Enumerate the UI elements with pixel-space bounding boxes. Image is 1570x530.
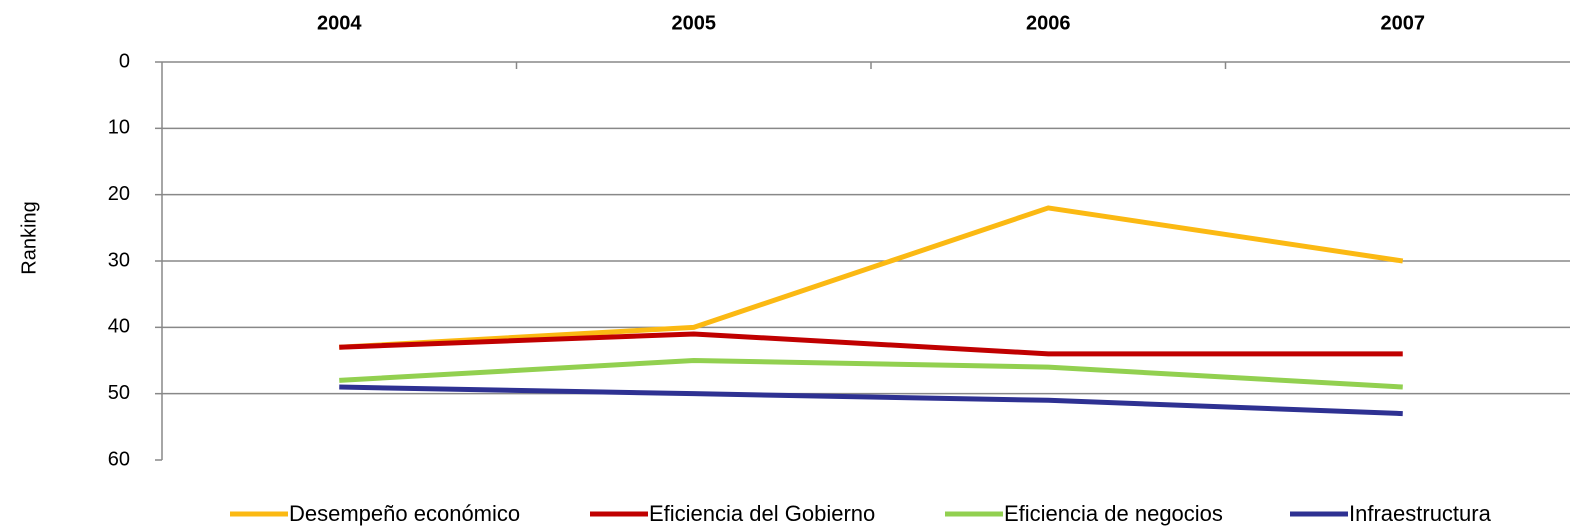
line-series <box>339 384 1403 417</box>
x-tick-label: 2006 <box>1026 12 1071 34</box>
legend-label: Eficiencia de negocios <box>1004 501 1223 526</box>
line-series <box>339 205 1404 350</box>
legend-label: Infraestructura <box>1349 501 1492 526</box>
y-tick-label: 10 <box>108 117 130 139</box>
y-tick-label: 30 <box>108 249 130 271</box>
y-tick-label: 40 <box>108 316 130 338</box>
y-axis-label: Ranking <box>18 201 40 274</box>
legend-label: Eficiencia del Gobierno <box>649 501 875 526</box>
line-series <box>339 358 1403 390</box>
line-series <box>339 331 1403 357</box>
y-tick-label: 20 <box>108 183 130 205</box>
x-tick-label: 2004 <box>317 12 362 34</box>
y-tick-label: 60 <box>108 448 130 470</box>
y-tick-label: 0 <box>119 50 130 72</box>
x-tick-label: 2005 <box>672 12 717 34</box>
y-tick-label: 50 <box>108 382 130 404</box>
x-tick-label: 2007 <box>1381 12 1426 34</box>
legend-label: Desempeño económico <box>289 501 520 526</box>
